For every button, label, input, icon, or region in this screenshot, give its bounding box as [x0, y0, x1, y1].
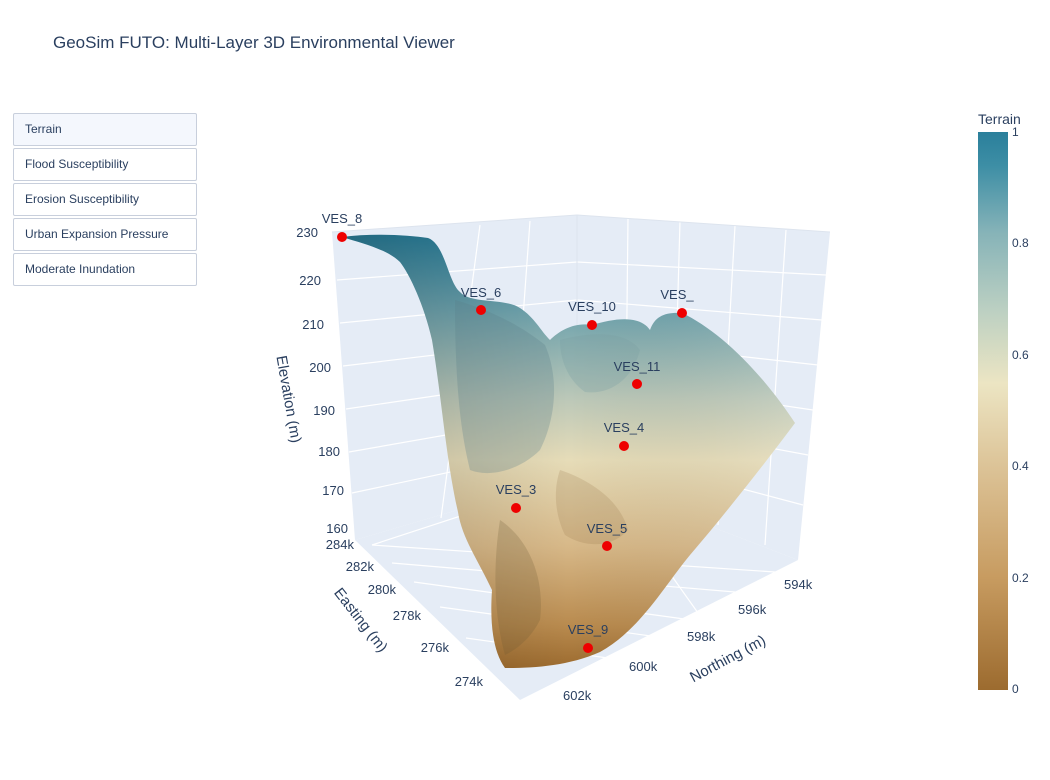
layer-button-moderate-inundation[interactable]: Moderate Inundation: [13, 253, 197, 286]
point-marker-ves-8[interactable]: [337, 232, 347, 242]
colorbar-tick: 0.6: [1012, 348, 1029, 362]
z-tick: 200: [309, 360, 331, 375]
layer-button-flood-susceptibility[interactable]: Flood Susceptibility: [13, 148, 197, 181]
z-tick: 230: [296, 225, 318, 240]
z-tick: 210: [302, 317, 324, 332]
point-label-ves-10: VES_10: [568, 299, 616, 314]
chart-title: GeoSim FUTO: Multi-Layer 3D Environmenta…: [53, 33, 455, 52]
point-marker-ves-3[interactable]: [511, 503, 521, 513]
point-label-ves-5: VES_5: [587, 521, 627, 536]
z-tick: 220: [299, 273, 321, 288]
z-tick: 180: [318, 444, 340, 459]
easting-tick: 282k: [346, 559, 375, 574]
layer-button-erosion-susceptibility[interactable]: Erosion Susceptibility: [13, 183, 197, 216]
easting-axis: 284k 282k 280k 278k 276k 274k: [326, 537, 484, 689]
z-tick: 160: [326, 521, 348, 536]
easting-tick: 284k: [326, 537, 355, 552]
colorbar-tick: 0: [1012, 682, 1019, 696]
point-label-ves-4: VES_4: [604, 420, 644, 435]
point-label-ves-9: VES_9: [568, 622, 608, 637]
z-axis: 230 220 210 200 190 180 170 160: [296, 225, 348, 536]
layer-button-urban-expansion-pressure[interactable]: Urban Expansion Pressure: [13, 218, 197, 251]
point-label-ves: VES_: [660, 287, 694, 302]
point-label-ves-11: VES_11: [614, 359, 661, 374]
sample-points: VES_8 VES_6 VES_10 VES_ VES_11 VES_4 VES…: [322, 211, 694, 653]
layer-menu: Terrain Flood Susceptibility Erosion Sus…: [13, 113, 197, 288]
colorbar-tick: 0.4: [1012, 459, 1029, 473]
colorbar-tick: 1: [1012, 125, 1019, 139]
colorbar: [978, 132, 1008, 690]
point-marker-ves-4[interactable]: [619, 441, 629, 451]
point-marker-ves-5[interactable]: [602, 541, 612, 551]
z-tick: 170: [322, 483, 344, 498]
easting-tick: 280k: [368, 582, 397, 597]
point-label-ves-3: VES_3: [496, 482, 536, 497]
point-marker-ves-9[interactable]: [583, 643, 593, 653]
terrain-surface: [342, 234, 795, 668]
point-marker-ves-11[interactable]: [632, 379, 642, 389]
colorbar-title: Terrain: [978, 111, 1021, 127]
layer-button-terrain[interactable]: Terrain: [13, 113, 197, 146]
point-label-ves-6: VES_6: [461, 285, 501, 300]
colorbar-tick: 0.2: [1012, 571, 1029, 585]
easting-tick: 278k: [393, 608, 422, 623]
northing-tick: 596k: [738, 602, 767, 617]
point-label-ves-8: VES_8: [322, 211, 362, 226]
colorbar-tick: 0.8: [1012, 236, 1029, 250]
northing-tick: 598k: [687, 629, 716, 644]
z-tick: 190: [313, 403, 335, 418]
easting-tick: 276k: [421, 640, 450, 655]
z-axis-title: Elevation (m): [272, 354, 304, 444]
point-marker-ves[interactable]: [677, 308, 687, 318]
northing-tick: 602k: [563, 688, 592, 703]
easting-tick: 274k: [455, 674, 484, 689]
northing-tick: 600k: [629, 659, 658, 674]
northing-tick: 594k: [784, 577, 813, 592]
point-marker-ves-6[interactable]: [476, 305, 486, 315]
point-marker-ves-10[interactable]: [587, 320, 597, 330]
northing-axis: 594k 596k 598k 600k 602k: [563, 577, 813, 703]
